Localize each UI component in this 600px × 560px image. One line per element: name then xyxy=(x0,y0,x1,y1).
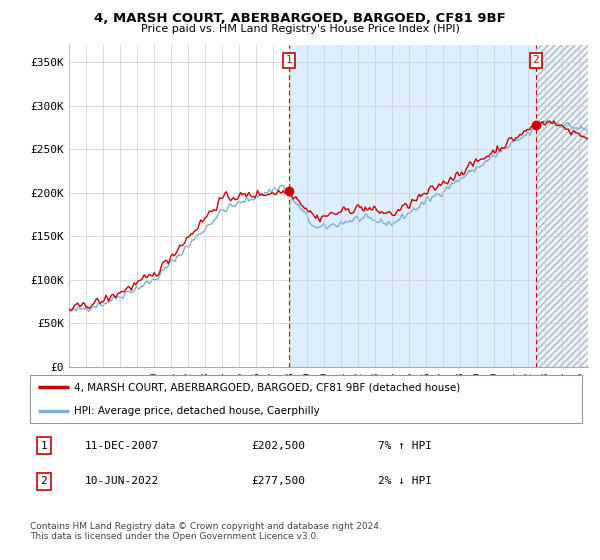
Text: 4, MARSH COURT, ABERBARGOED, BARGOED, CF81 9BF (detached house): 4, MARSH COURT, ABERBARGOED, BARGOED, CF… xyxy=(74,382,460,392)
Text: 4, MARSH COURT, ABERBARGOED, BARGOED, CF81 9BF: 4, MARSH COURT, ABERBARGOED, BARGOED, CF… xyxy=(94,12,506,25)
Text: 2% ↓ HPI: 2% ↓ HPI xyxy=(378,477,432,486)
Text: £277,500: £277,500 xyxy=(251,477,305,486)
Text: 7% ↑ HPI: 7% ↑ HPI xyxy=(378,441,432,451)
Text: 1: 1 xyxy=(40,441,47,451)
Text: Price paid vs. HM Land Registry's House Price Index (HPI): Price paid vs. HM Land Registry's House … xyxy=(140,24,460,34)
Text: HPI: Average price, detached house, Caerphilly: HPI: Average price, detached house, Caer… xyxy=(74,406,320,416)
Bar xyxy=(536,45,588,367)
Bar xyxy=(289,45,536,367)
Text: 2: 2 xyxy=(533,55,539,66)
Text: 11-DEC-2007: 11-DEC-2007 xyxy=(85,441,160,451)
Text: Contains HM Land Registry data © Crown copyright and database right 2024.
This d: Contains HM Land Registry data © Crown c… xyxy=(30,522,382,542)
Text: 10-JUN-2022: 10-JUN-2022 xyxy=(85,477,160,486)
Text: 2: 2 xyxy=(40,477,47,486)
Bar xyxy=(536,45,588,367)
Text: 1: 1 xyxy=(286,55,293,66)
Text: £202,500: £202,500 xyxy=(251,441,305,451)
